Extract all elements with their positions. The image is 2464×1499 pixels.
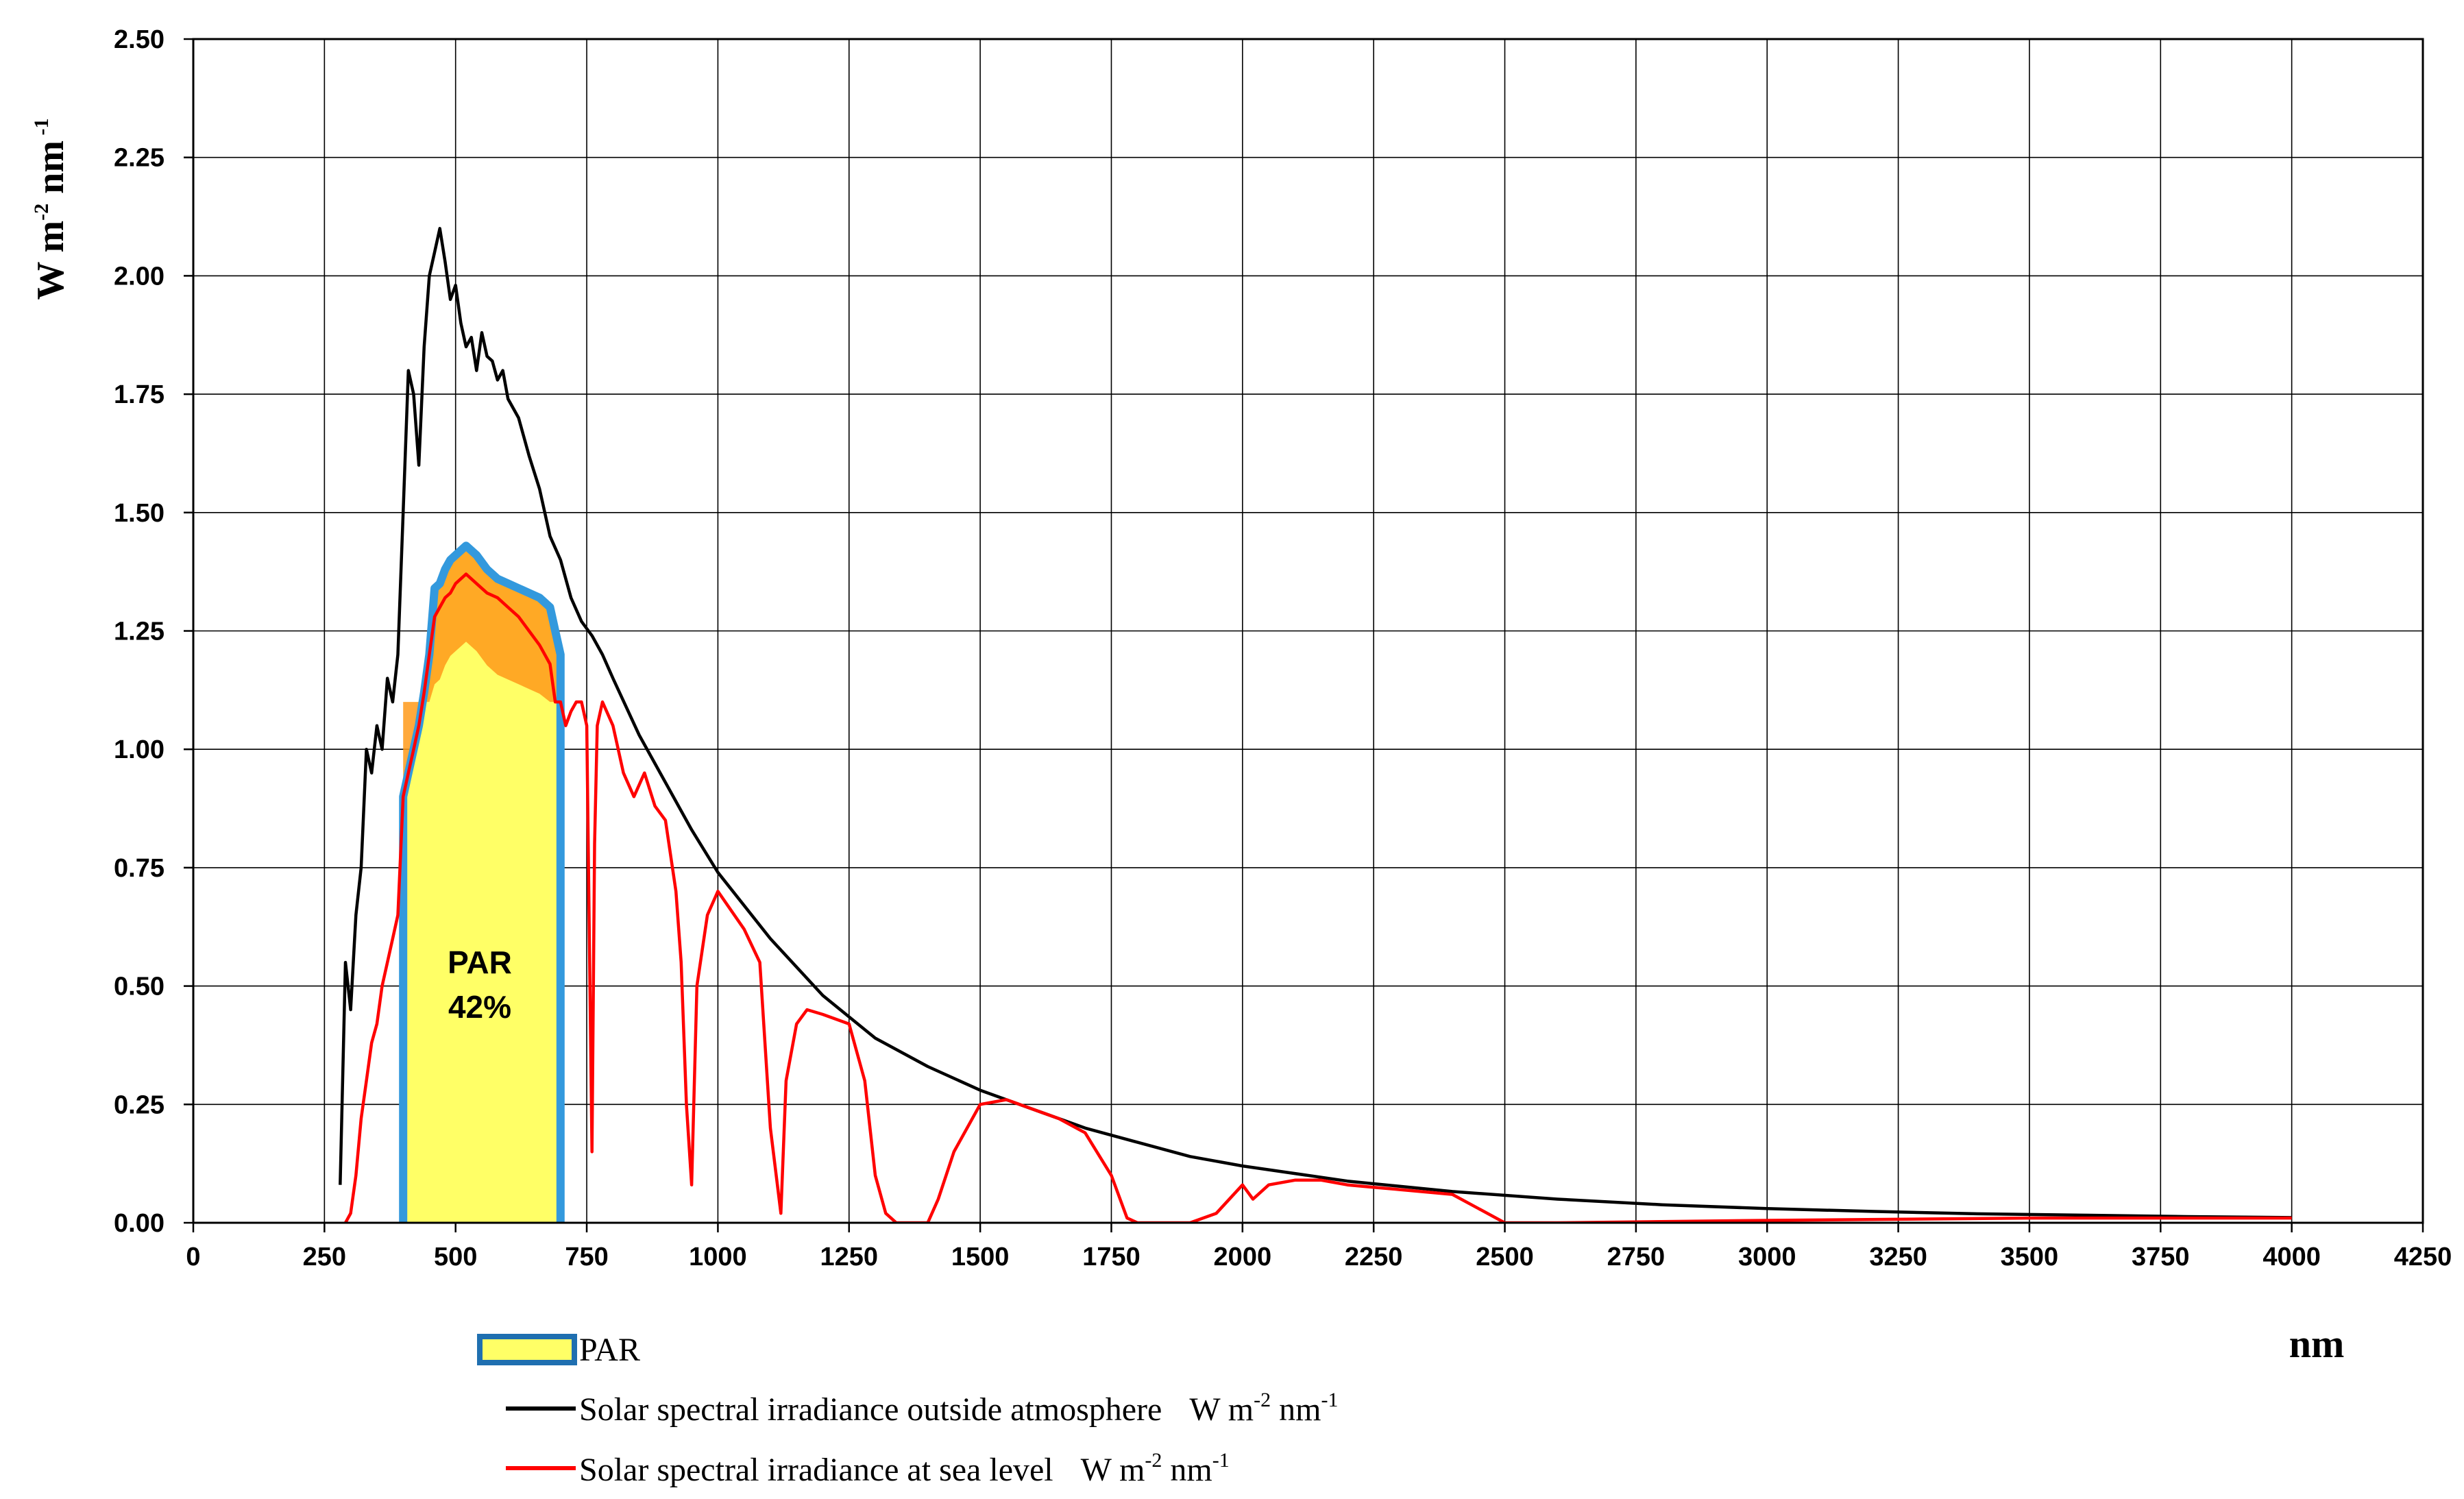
legend-unit-outside-sup2: -1 — [1321, 1389, 1338, 1411]
par-annotation-line2: 42% — [448, 989, 511, 1025]
par-orange-cap — [403, 546, 561, 797]
x-tick-label: 2000 — [1214, 1243, 1272, 1271]
legend-unit-outside-base2: nm — [1271, 1391, 1321, 1428]
y-tick-label: 0.75 — [114, 854, 164, 883]
legend-item-outside: Solar spectral irradiance outside atmosp… — [506, 1389, 1338, 1428]
legend-label-sea: Solar spectral irradiance at sea level W … — [579, 1449, 1230, 1488]
y-tick-label: 1.25 — [114, 618, 164, 646]
legend-unit-sea-base2: nm — [1162, 1452, 1212, 1488]
legend-unit-sea-sup2: -1 — [1212, 1449, 1230, 1472]
legend-item-par: PAR — [477, 1332, 640, 1368]
x-tick-label: 1250 — [820, 1243, 878, 1271]
y-tick-label: 0.25 — [114, 1090, 164, 1119]
x-tick-label: 3250 — [1869, 1243, 1927, 1271]
legend-unit-outside-sup1: -2 — [1254, 1389, 1271, 1411]
x-axis-ticks: 0 250 500 750 1000 1250 1500 1750 2000 2250 2500 27… — [186, 1223, 2452, 1271]
legend-unit-outside-base1: W m — [1189, 1391, 1254, 1428]
ylabel-base1: W m — [29, 221, 72, 300]
x-tick-label: 1500 — [951, 1243, 1010, 1271]
par-fill — [403, 546, 561, 1223]
y-tick-label: 0.00 — [114, 1209, 164, 1238]
x-tick-label: 1000 — [689, 1243, 747, 1271]
x-axis-label: nm — [2289, 1321, 2345, 1366]
x-tick-label: 3750 — [2132, 1243, 2190, 1271]
legend-label-par: PAR — [579, 1332, 640, 1368]
y-tick-label: 2.25 — [114, 144, 164, 173]
legend-swatch-par — [477, 1334, 577, 1365]
y-tick-label: 1.00 — [114, 735, 164, 764]
x-tick-label: 0 — [186, 1243, 200, 1271]
y-axis-ticks: 0.00 0.25 0.50 0.75 1.00 1.25 1.50 1.75 2.00 2.25… — [114, 25, 193, 1238]
legend-text-sea: Solar spectral irradiance at sea level — [579, 1452, 1053, 1488]
ylabel-base2: nm — [29, 141, 72, 204]
x-tick-label: 750 — [565, 1243, 608, 1271]
y-tick-label: 2.00 — [114, 262, 164, 291]
series-line-sea — [344, 572, 2292, 1223]
legend-unit-sea-sup1: -2 — [1145, 1449, 1162, 1472]
x-tick-label: 2500 — [1476, 1243, 1534, 1271]
y-tick-label: 2.50 — [114, 25, 164, 54]
x-tick-label: 250 — [303, 1243, 346, 1271]
legend-unit-sea-base1: W m — [1081, 1452, 1145, 1488]
ylabel-sup1: -2 — [30, 204, 53, 221]
par-annotation-line1: PAR — [448, 945, 512, 980]
y-tick-label: 1.75 — [114, 380, 164, 409]
series-line-outside — [339, 227, 2292, 1219]
legend: PAR Solar spectral irradiance outside at… — [477, 1332, 1338, 1488]
legend-item-sea: Solar spectral irradiance at sea level W … — [506, 1449, 1230, 1488]
x-tick-label: 3500 — [2001, 1243, 2059, 1271]
x-tick-label: 500 — [434, 1243, 477, 1271]
x-tick-label: 1750 — [1082, 1243, 1140, 1271]
x-tick-label: 4000 — [2262, 1243, 2321, 1271]
legend-label-outside: Solar spectral irradiance outside atmosp… — [579, 1389, 1338, 1428]
x-tick-label: 2750 — [1607, 1243, 1666, 1271]
legend-text-outside: Solar spectral irradiance outside atmosp… — [579, 1391, 1162, 1428]
ylabel-sup2: -1 — [30, 119, 53, 141]
par-band — [399, 541, 565, 1223]
y-tick-label: 1.50 — [114, 499, 164, 528]
x-tick-label: 4250 — [2394, 1243, 2452, 1271]
x-tick-label: 2250 — [1345, 1243, 1403, 1271]
series-lines — [339, 227, 2292, 1223]
y-tick-label: 0.50 — [114, 973, 164, 1001]
y-axis-label: W m-2 nm -1 — [29, 119, 72, 300]
x-tick-label: 3000 — [1738, 1243, 1796, 1271]
